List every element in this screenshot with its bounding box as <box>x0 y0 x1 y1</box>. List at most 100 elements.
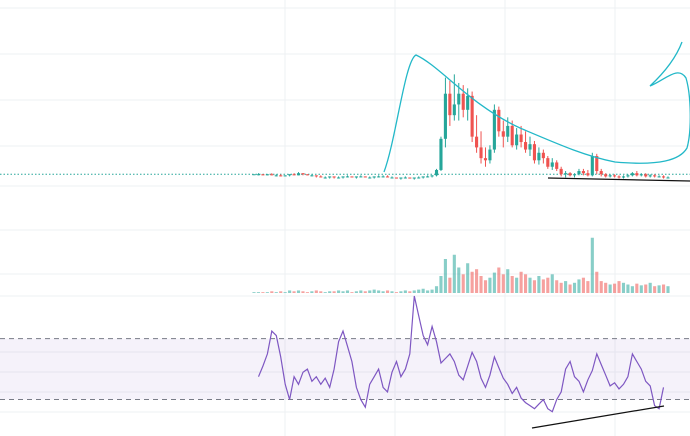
volume-bar <box>630 286 634 293</box>
candle-body <box>523 142 528 150</box>
candle-body <box>252 174 256 176</box>
volume-bar <box>479 276 483 293</box>
candle-body <box>475 136 479 148</box>
volume-bar <box>256 292 261 293</box>
volume-bar <box>381 291 385 293</box>
candle-body <box>372 176 376 178</box>
candle-body <box>586 173 590 176</box>
candle-body <box>301 173 305 175</box>
candle-body <box>363 176 367 178</box>
candle-body <box>666 177 670 179</box>
volume-bar <box>443 259 447 293</box>
volume-bar <box>399 291 403 293</box>
candle-body <box>488 149 492 161</box>
volume-bar <box>648 282 652 293</box>
volume-bar <box>586 281 590 293</box>
volume-bar <box>497 267 501 293</box>
candle-body <box>341 176 345 178</box>
volume-bar <box>385 290 390 293</box>
volume-bar <box>501 274 505 293</box>
volume-bar <box>368 290 372 293</box>
candle-body <box>541 152 545 159</box>
volume-bar <box>519 271 523 293</box>
candle-body <box>546 158 550 167</box>
oscillator-band <box>0 338 690 400</box>
candle-body <box>519 134 523 143</box>
drawings <box>383 41 690 429</box>
volume-bar <box>350 292 354 293</box>
volume-bar <box>492 272 496 293</box>
volume-bar <box>555 280 559 293</box>
volume-bar <box>537 276 541 293</box>
volume-bar <box>314 290 318 293</box>
volume-bar <box>572 282 577 293</box>
volume-bar <box>666 286 670 293</box>
volume-bar <box>581 277 585 293</box>
price-panel <box>0 74 690 180</box>
volume-bar <box>546 277 550 293</box>
candle-body <box>399 177 403 179</box>
candle-body <box>292 174 296 176</box>
volume-bar <box>345 290 350 293</box>
volume-bar <box>590 237 594 293</box>
candle-body <box>470 95 474 137</box>
volume-bar <box>408 291 412 293</box>
candle-body <box>288 174 292 176</box>
volume-bar <box>595 271 599 293</box>
candle-body <box>256 174 261 176</box>
candle-body <box>604 174 608 177</box>
candle-body <box>390 177 394 179</box>
volume-bar <box>568 284 572 293</box>
volume-bar <box>270 291 274 293</box>
volume-bar <box>434 286 439 293</box>
candle-body <box>412 177 416 179</box>
candle-body <box>630 173 634 176</box>
candle-body <box>644 174 648 177</box>
candle-body <box>368 177 372 179</box>
volume-bar <box>421 288 425 293</box>
volume-bar <box>337 290 341 293</box>
candle-body <box>564 173 568 175</box>
volume-bar <box>608 284 612 293</box>
candle-body <box>613 175 617 177</box>
volume-bar <box>626 284 630 293</box>
volume-bar <box>452 254 456 293</box>
candle-body <box>639 174 643 176</box>
candle-body <box>501 131 505 137</box>
volume-bar <box>288 290 292 293</box>
candle-body <box>417 177 421 179</box>
volume-bar <box>448 277 452 293</box>
volume-bar <box>430 289 434 293</box>
volume-bar <box>283 292 287 293</box>
volume-bar <box>332 291 336 293</box>
volume-bar <box>506 269 510 293</box>
candle-body <box>626 175 630 177</box>
volume-bar <box>328 291 332 293</box>
volume-bar <box>359 290 363 293</box>
candle-body <box>296 173 301 176</box>
candle-body <box>403 177 407 179</box>
candle-body <box>310 175 314 177</box>
candle-body <box>466 95 470 110</box>
candle-body <box>497 109 501 132</box>
volume-bar <box>599 281 603 293</box>
candle-body <box>385 176 390 178</box>
candle-body <box>568 173 572 176</box>
volume-bar <box>305 292 309 293</box>
candle-body <box>532 144 537 161</box>
candle-body <box>648 175 652 177</box>
volume-bar <box>439 276 443 293</box>
volume-bar <box>252 292 256 293</box>
volume-bar <box>488 277 492 293</box>
candle-body <box>621 176 626 178</box>
volume-bar <box>635 283 639 293</box>
volume-bar <box>510 276 514 293</box>
volume-bar <box>279 291 283 293</box>
volume-bar <box>644 284 648 293</box>
candle-body <box>377 176 381 178</box>
candle-body <box>305 174 309 176</box>
volume-bar <box>426 290 430 293</box>
volume-bar <box>523 274 528 293</box>
volume-bar <box>470 271 474 293</box>
